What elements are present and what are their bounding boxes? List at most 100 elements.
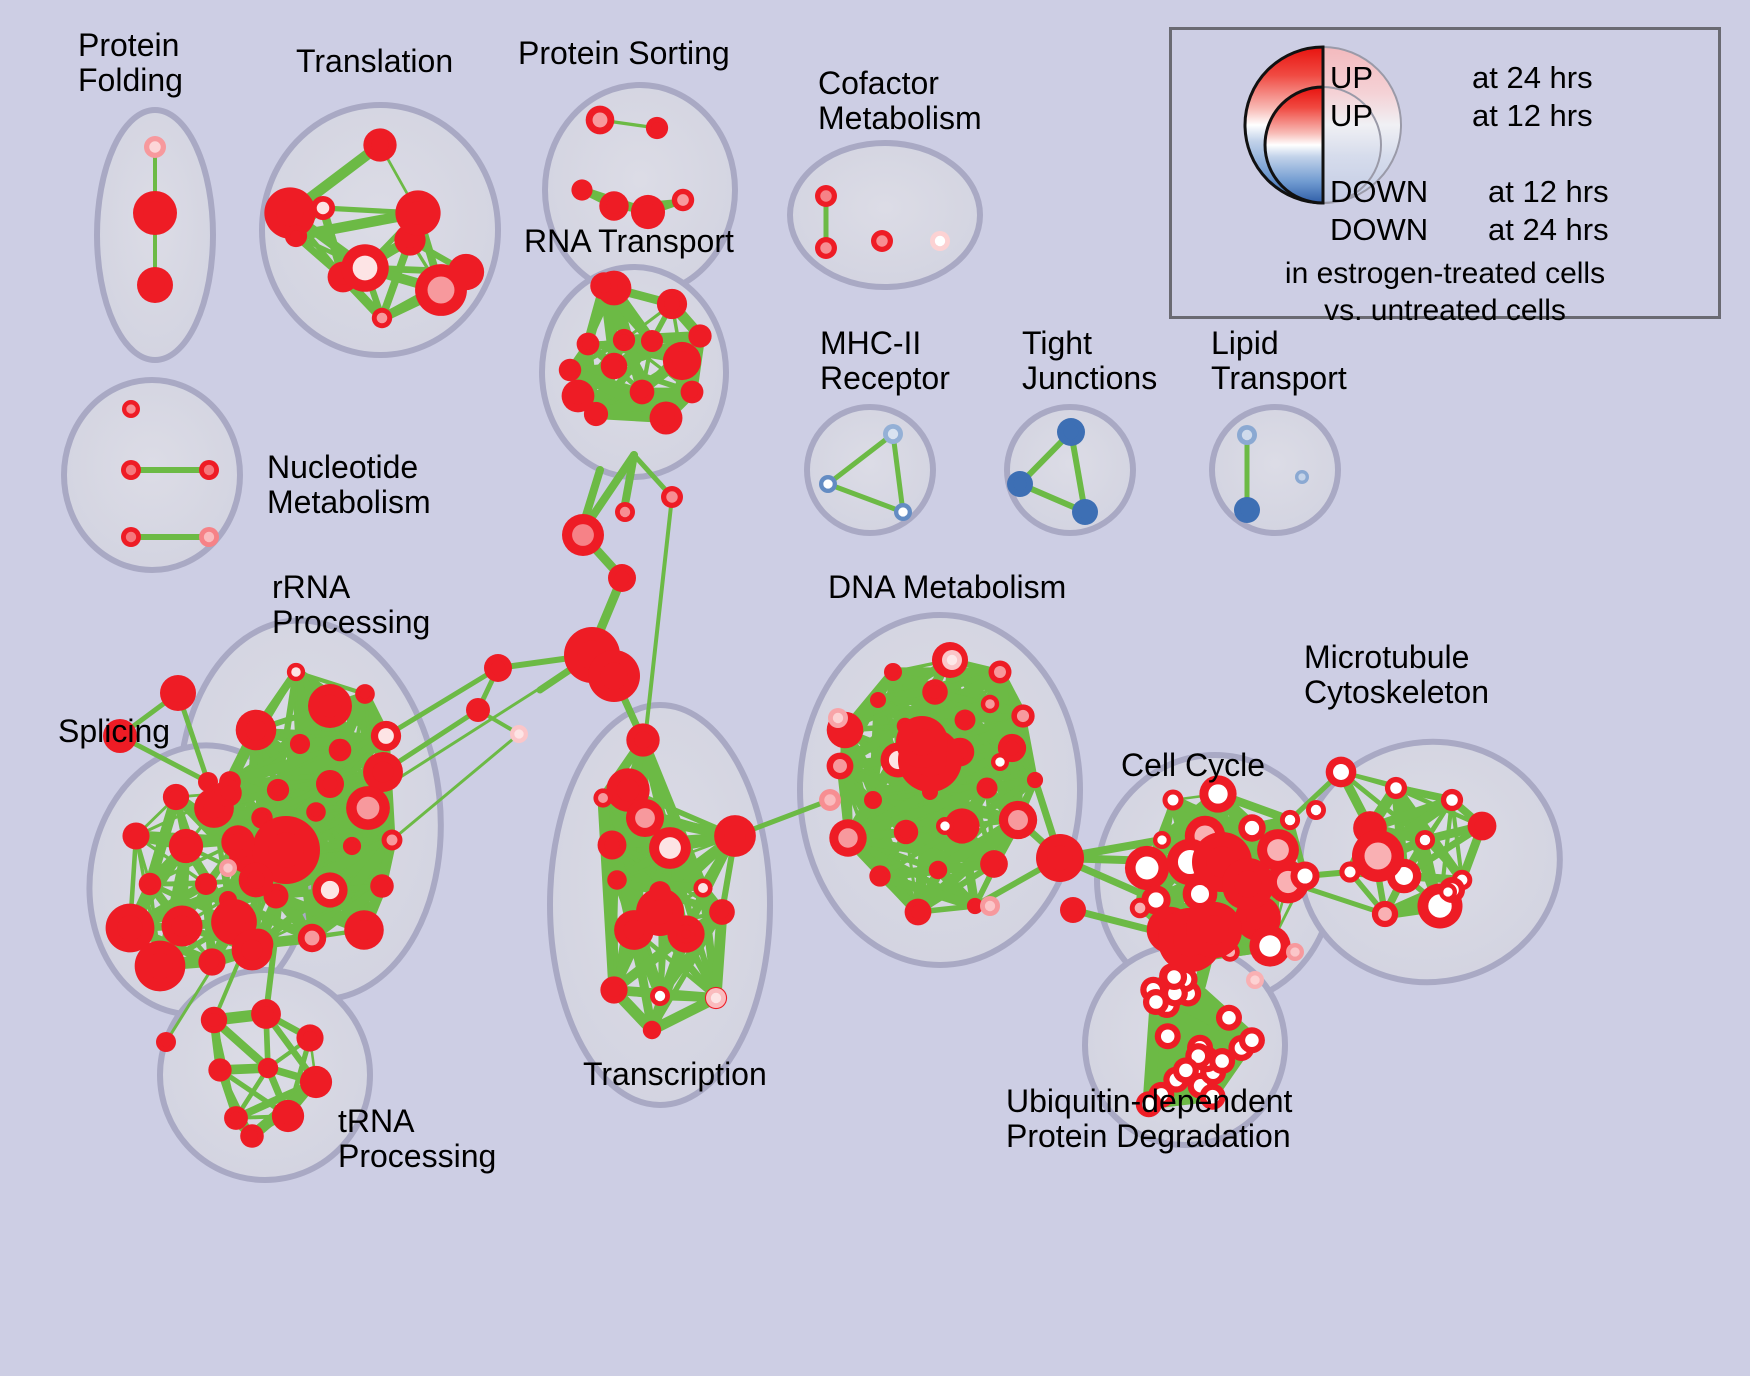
- node-inner-disc-12hrs[interactable]: [222, 910, 246, 934]
- node-inner-disc-12hrs[interactable]: [1167, 970, 1181, 984]
- node-inner-disc-12hrs[interactable]: [582, 338, 594, 350]
- node-inner-disc-12hrs[interactable]: [318, 694, 342, 718]
- node-inner-disc-12hrs[interactable]: [647, 1025, 657, 1035]
- node-inner-disc-12hrs[interactable]: [1013, 477, 1027, 491]
- node-inner-disc-12hrs[interactable]: [838, 828, 858, 848]
- node-inner-disc-12hrs[interactable]: [887, 428, 899, 440]
- node-inner-disc-12hrs[interactable]: [1222, 1010, 1236, 1025]
- node-inner-disc-12hrs[interactable]: [220, 785, 236, 801]
- node-inner-disc-12hrs[interactable]: [352, 255, 378, 281]
- node-inner-disc-12hrs[interactable]: [269, 889, 283, 903]
- node-inner-disc-12hrs[interactable]: [970, 901, 980, 911]
- node-inner-disc-12hrs[interactable]: [375, 879, 389, 893]
- node-inner-disc-12hrs[interactable]: [1190, 884, 1210, 904]
- node-inner-disc-12hrs[interactable]: [724, 825, 746, 847]
- node-inner-disc-12hrs[interactable]: [356, 796, 380, 820]
- node-inner-disc-12hrs[interactable]: [353, 919, 375, 941]
- node-inner-disc-12hrs[interactable]: [490, 660, 506, 676]
- node-inner-disc-12hrs[interactable]: [572, 524, 594, 546]
- node-inner-disc-12hrs[interactable]: [952, 816, 972, 836]
- node-inner-disc-12hrs[interactable]: [589, 407, 603, 421]
- node-inner-disc-12hrs[interactable]: [1290, 947, 1300, 957]
- node-inner-disc-12hrs[interactable]: [647, 899, 673, 925]
- node-inner-disc-12hrs[interactable]: [307, 1073, 325, 1091]
- node-inner-disc-12hrs[interactable]: [666, 491, 678, 503]
- node-inner-disc-12hrs[interactable]: [1135, 856, 1159, 880]
- node-inner-disc-12hrs[interactable]: [657, 409, 675, 427]
- node-inner-disc-12hrs[interactable]: [125, 464, 137, 476]
- node-inner-disc-12hrs[interactable]: [1004, 740, 1020, 756]
- node-inner-disc-12hrs[interactable]: [1267, 839, 1289, 861]
- node-inner-disc-12hrs[interactable]: [256, 812, 268, 824]
- node-inner-disc-12hrs[interactable]: [940, 821, 950, 831]
- node-inner-disc-12hrs[interactable]: [169, 790, 183, 804]
- node-inner-disc-12hrs[interactable]: [639, 203, 657, 221]
- node-inner-disc-12hrs[interactable]: [664, 296, 680, 312]
- node-inner-disc-12hrs[interactable]: [320, 880, 340, 900]
- node-inner-disc-12hrs[interactable]: [959, 714, 971, 726]
- node-inner-disc-12hrs[interactable]: [200, 878, 212, 890]
- node-inner-disc-12hrs[interactable]: [986, 856, 1002, 872]
- node-inner-disc-12hrs[interactable]: [126, 404, 136, 414]
- node-inner-disc-12hrs[interactable]: [386, 834, 398, 846]
- node-inner-disc-12hrs[interactable]: [1016, 709, 1030, 723]
- node-inner-disc-12hrs[interactable]: [1474, 818, 1490, 834]
- node-inner-disc-12hrs[interactable]: [1246, 906, 1270, 930]
- node-inner-disc-12hrs[interactable]: [117, 915, 143, 941]
- node-inner-disc-12hrs[interactable]: [874, 870, 886, 882]
- node-inner-disc-12hrs[interactable]: [646, 335, 658, 347]
- node-inner-disc-12hrs[interactable]: [614, 570, 630, 586]
- node-inner-disc-12hrs[interactable]: [1078, 505, 1092, 519]
- node-inner-disc-12hrs[interactable]: [868, 795, 878, 805]
- node-inner-disc-12hrs[interactable]: [606, 982, 622, 998]
- node-inner-disc-12hrs[interactable]: [223, 863, 233, 873]
- node-inner-disc-12hrs[interactable]: [1446, 794, 1458, 806]
- node-inner-disc-12hrs[interactable]: [686, 386, 698, 398]
- node-inner-disc-12hrs[interactable]: [1142, 1097, 1156, 1111]
- node-inner-disc-12hrs[interactable]: [888, 667, 898, 677]
- node-inner-disc-12hrs[interactable]: [873, 695, 883, 705]
- node-inner-disc-12hrs[interactable]: [1250, 975, 1260, 985]
- node-inner-disc-12hrs[interactable]: [569, 387, 587, 405]
- node-inner-disc-12hrs[interactable]: [715, 905, 729, 919]
- node-inner-disc-12hrs[interactable]: [145, 275, 165, 295]
- node-inner-disc-12hrs[interactable]: [651, 122, 663, 134]
- node-inner-disc-12hrs[interactable]: [607, 359, 621, 373]
- node-inner-disc-12hrs[interactable]: [471, 703, 485, 717]
- node-inner-disc-12hrs[interactable]: [1148, 892, 1164, 908]
- node-inner-disc-12hrs[interactable]: [229, 1111, 243, 1125]
- node-inner-disc-12hrs[interactable]: [823, 479, 833, 489]
- node-inner-disc-12hrs[interactable]: [635, 385, 649, 399]
- node-inner-disc-12hrs[interactable]: [272, 784, 284, 796]
- node-inner-disc-12hrs[interactable]: [268, 832, 304, 868]
- node-inner-disc-12hrs[interactable]: [359, 688, 371, 700]
- node-inner-disc-12hrs[interactable]: [146, 952, 174, 980]
- node-inner-disc-12hrs[interactable]: [611, 874, 623, 886]
- node-inner-disc-12hrs[interactable]: [372, 761, 394, 783]
- node-inner-disc-12hrs[interactable]: [832, 712, 844, 724]
- node-inner-disc-12hrs[interactable]: [908, 728, 936, 756]
- node-inner-disc-12hrs[interactable]: [981, 782, 993, 794]
- node-inner-disc-12hrs[interactable]: [125, 531, 137, 543]
- node-inner-disc-12hrs[interactable]: [1179, 1063, 1193, 1078]
- node-inner-disc-12hrs[interactable]: [258, 1006, 274, 1022]
- node-inner-disc-12hrs[interactable]: [241, 939, 263, 961]
- node-inner-disc-12hrs[interactable]: [710, 992, 722, 1004]
- node-inner-disc-12hrs[interactable]: [229, 833, 247, 851]
- node-inner-disc-12hrs[interactable]: [934, 235, 946, 247]
- node-inner-disc-12hrs[interactable]: [279, 1107, 297, 1125]
- node-inner-disc-12hrs[interactable]: [876, 235, 888, 247]
- node-inner-disc-12hrs[interactable]: [310, 806, 322, 818]
- node-inner-disc-12hrs[interactable]: [1066, 903, 1080, 917]
- node-inner-disc-12hrs[interactable]: [207, 1013, 221, 1027]
- node-inner-disc-12hrs[interactable]: [304, 930, 320, 946]
- node-inner-disc-12hrs[interactable]: [659, 837, 681, 859]
- node-inner-disc-12hrs[interactable]: [316, 201, 330, 215]
- node-inner-disc-12hrs[interactable]: [204, 954, 220, 970]
- node-inner-disc-12hrs[interactable]: [262, 1062, 274, 1074]
- node-inner-disc-12hrs[interactable]: [911, 905, 925, 919]
- node-inner-disc-12hrs[interactable]: [128, 828, 144, 844]
- node-inner-disc-12hrs[interactable]: [290, 230, 302, 242]
- node-inner-disc-12hrs[interactable]: [1390, 782, 1402, 794]
- node-inner-disc-12hrs[interactable]: [1199, 915, 1229, 945]
